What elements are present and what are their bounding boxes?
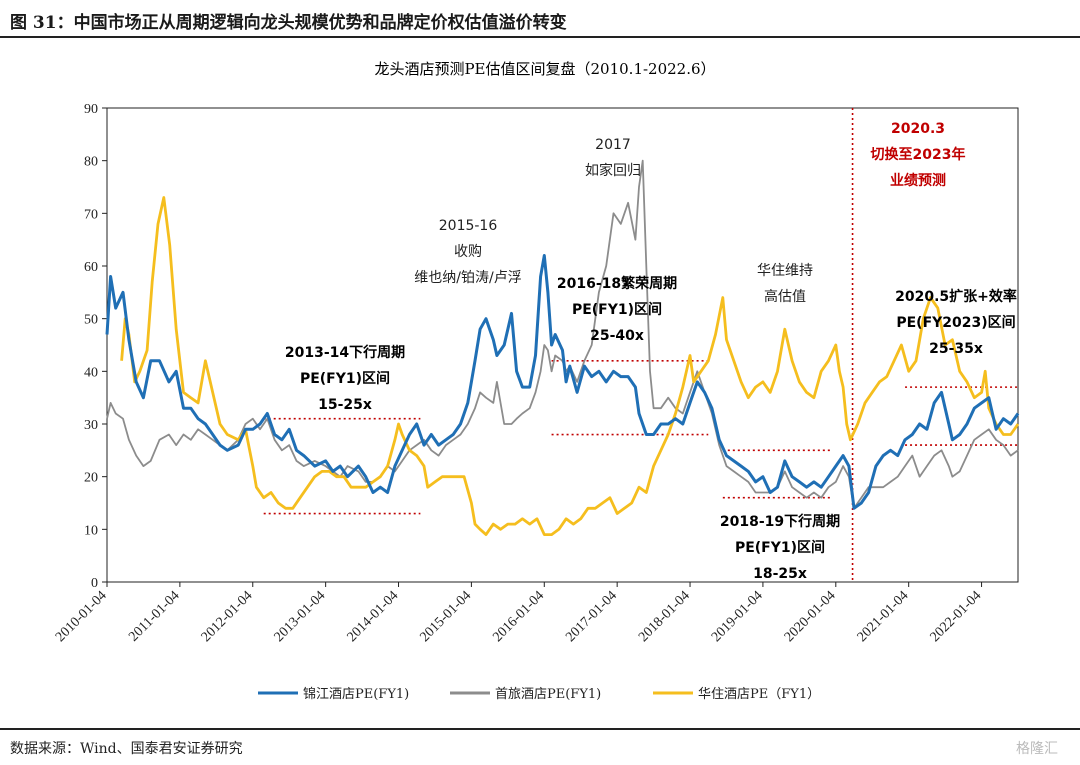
x-tick-label: 2022-01-04: [928, 588, 985, 645]
annotation-line: 2018-19下行周期: [720, 513, 840, 530]
y-tick-label: 40: [84, 365, 98, 380]
y-tick-label: 60: [84, 260, 98, 275]
annotation-line: 2020.3: [891, 121, 945, 137]
y-tick-label: 0: [91, 576, 98, 591]
x-tick-label: 2011-01-04: [126, 588, 182, 644]
watermark: 格隆汇: [1016, 741, 1058, 757]
annotation-line: PE(FY1)区间: [572, 301, 662, 318]
annotation-line: 切换至2023年: [871, 146, 966, 163]
annotation-line: 2020.5扩张+效率: [895, 288, 1017, 305]
annotation-line: 2017: [595, 137, 631, 153]
annotation-line: 2016-18繁荣周期: [557, 275, 677, 292]
legend-label: 华住酒店PE（FY1）: [698, 687, 820, 702]
y-tick-label: 30: [84, 418, 98, 433]
annotation-line: 25-40x: [590, 328, 644, 344]
annotation-line: 维也纳/铂涛/卢浮: [414, 270, 521, 286]
annotation-line: 如家回归: [585, 162, 641, 179]
annotation-line: 业绩预测: [890, 172, 946, 189]
annotation-line: 2015-16: [439, 218, 498, 234]
y-axis: 0 10 20 30 40 50 60 70 80 90: [84, 102, 107, 591]
x-tick-label: 2019-01-04: [709, 588, 766, 645]
x-tick-label: 2020-01-04: [782, 588, 839, 645]
annotation-line: PE(FY2023)区间: [896, 314, 1015, 331]
annotations: 2013-14下行周期 PE(FY1)区间 15-25x 2015-16 收购维也纳/铂…: [285, 121, 1017, 582]
range-bands: [263, 359, 1018, 515]
x-tick-label: 2010-01-04: [53, 588, 110, 645]
y-tick-label: 70: [84, 207, 98, 222]
series-line-2: [120, 196, 1020, 536]
x-tick-label: 2014-01-04: [345, 588, 402, 645]
legend: 锦江酒店PE(FY1) 首旅酒店PE(FY1) 华住酒店PE（FY1）: [258, 687, 820, 702]
x-tick-label: 2017-01-04: [563, 588, 620, 645]
x-axis: 2010-01-04 2011-01-04 2012-01-04 2013-01-04…: [53, 582, 984, 645]
y-tick-label: 20: [84, 471, 98, 486]
annotation-line: 高估值: [764, 288, 806, 305]
source-note: 数据来源：Wind、国泰君安证券研究: [10, 741, 243, 757]
top-rule: [0, 36, 1080, 38]
y-tick-label: 10: [84, 523, 98, 538]
annotation-line: 25-35x: [929, 341, 983, 357]
series-lines: [105, 159, 1020, 536]
y-tick-label: 80: [84, 155, 98, 170]
chart-title: 龙头酒店预测PE估值区间复盘（2010.1-2022.6）: [374, 60, 715, 78]
x-tick-label: 2015-01-04: [417, 588, 474, 645]
series-line-0: [105, 254, 1020, 510]
x-tick-label: 2016-01-04: [490, 588, 547, 645]
plot-frame: [106, 107, 1019, 583]
annotation-line: 2013-14下行周期: [285, 344, 405, 361]
x-tick-label: 2012-01-04: [199, 588, 256, 645]
annotation-line: 收购: [454, 244, 482, 260]
annotation-line: PE(FY1)区间: [300, 370, 390, 387]
bottom-rule: [0, 728, 1080, 730]
annotation-line: 华住维持: [757, 263, 813, 279]
legend-label: 锦江酒店PE(FY1): [303, 687, 409, 702]
x-tick-label: 2013-01-04: [272, 588, 329, 645]
annotation-line: PE(FY1)区间: [735, 539, 825, 556]
y-tick-label: 90: [84, 102, 98, 117]
figure-title: 图 31：中国市场正从周期逻辑向龙头规模优势和品牌定价权估值溢价转变: [10, 13, 567, 33]
legend-label: 首旅酒店PE(FY1): [495, 687, 601, 702]
y-tick-label: 50: [84, 313, 98, 328]
x-tick-label: 2018-01-04: [636, 588, 693, 645]
annotation-line: 15-25x: [318, 397, 372, 413]
annotation-line: 18-25x: [753, 566, 807, 582]
pe-chart: 龙头酒店预测PE估值区间复盘（2010.1-2022.6） 0 10 20 30 40 5…: [53, 60, 1020, 702]
x-tick-label: 2021-01-04: [855, 588, 912, 645]
